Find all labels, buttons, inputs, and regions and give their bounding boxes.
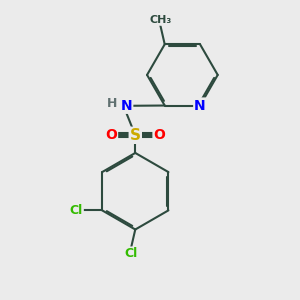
Text: CH₃: CH₃ xyxy=(149,15,171,25)
Text: H: H xyxy=(107,97,118,110)
Text: Cl: Cl xyxy=(124,248,137,260)
Text: N: N xyxy=(121,99,132,113)
Text: O: O xyxy=(105,128,117,142)
Text: N: N xyxy=(194,98,206,112)
Text: O: O xyxy=(154,128,165,142)
Text: Cl: Cl xyxy=(70,204,83,217)
Text: S: S xyxy=(130,128,141,143)
